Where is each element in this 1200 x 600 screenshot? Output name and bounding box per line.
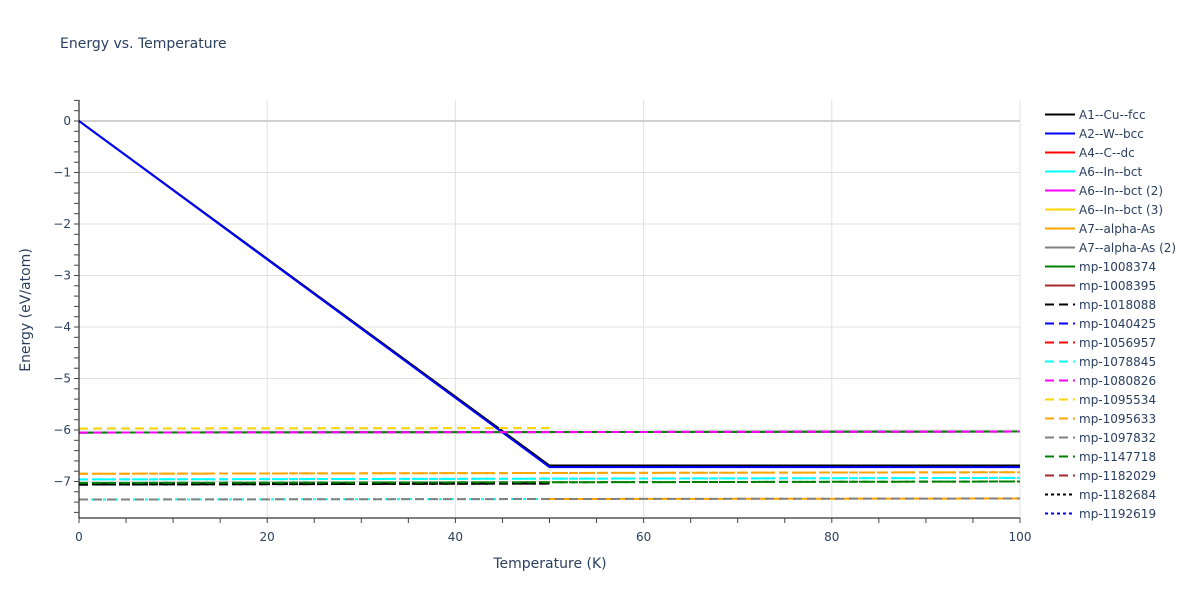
legend-line-icon <box>1045 227 1075 230</box>
legend-line-icon <box>1045 303 1075 306</box>
legend-line-icon <box>1045 455 1075 458</box>
legend-item[interactable]: A6--In--bct (3) <box>1043 200 1176 219</box>
y-tick-label: −4 <box>53 320 71 334</box>
legend-item[interactable]: mp-1095534 <box>1043 390 1176 409</box>
chart-title: Energy vs. Temperature <box>60 36 227 52</box>
legend-line-icon <box>1045 360 1075 363</box>
legend-item[interactable]: mp-1078845 <box>1043 352 1176 371</box>
legend-item[interactable]: mp-1192619 <box>1043 504 1176 523</box>
legend-label: mp-1008374 <box>1079 259 1157 274</box>
legend-item[interactable]: mp-1008395 <box>1043 276 1176 295</box>
legend-label: mp-1008395 <box>1079 278 1157 293</box>
legend-label: mp-1095633 <box>1079 411 1157 426</box>
legend-label: mp-1147718 <box>1079 449 1157 464</box>
legend-label: A6--In--bct <box>1079 164 1143 179</box>
legend-label: A7--alpha-As <box>1079 221 1156 236</box>
legend-item[interactable]: mp-1008374 <box>1043 257 1176 276</box>
legend-line-icon <box>1045 151 1075 154</box>
legend-item[interactable]: mp-1040425 <box>1043 314 1176 333</box>
legend: A1--Cu--fcc A2--W--bcc A4--C--dc A6--In--bc… <box>1043 105 1176 523</box>
legend-label: A7--alpha-As (2) <box>1079 240 1177 255</box>
legend-item[interactable]: mp-1018088 <box>1043 295 1176 314</box>
legend-label: A6--In--bct (2) <box>1079 183 1164 198</box>
legend-line-icon <box>1045 436 1075 439</box>
legend-line-icon <box>1045 512 1075 515</box>
legend-line-icon <box>1045 132 1075 135</box>
y-tick-label: −2 <box>53 217 71 231</box>
y-tick-label: −1 <box>53 166 71 180</box>
x-tick-label: 20 <box>260 530 275 544</box>
x-tick-label: 0 <box>75 530 83 544</box>
legend-item[interactable]: A1--Cu--fcc <box>1043 105 1176 124</box>
y-axis-title: Energy (eV/atom) <box>18 248 34 372</box>
legend-line-icon <box>1045 284 1075 287</box>
legend-label: A2--W--bcc <box>1079 126 1144 141</box>
legend-label: mp-1018088 <box>1079 297 1157 312</box>
legend-line-icon <box>1045 379 1075 382</box>
legend-item[interactable]: mp-1182684 <box>1043 485 1176 504</box>
legend-label: mp-1192619 <box>1079 506 1157 521</box>
x-tick-label: 100 <box>1009 530 1032 544</box>
legend-line-icon <box>1045 493 1075 496</box>
legend-label: mp-1056957 <box>1079 335 1157 350</box>
axes: 0 20 40 60 80 100 0 −1 −2 −3 −4 −5 −6 −7 <box>53 99 1032 544</box>
legend-line-icon <box>1045 341 1075 344</box>
legend-label: mp-1182029 <box>1079 468 1157 483</box>
legend-item[interactable]: mp-1095633 <box>1043 409 1176 428</box>
x-axis-title: Temperature (K) <box>492 556 606 572</box>
y-tick-label: −3 <box>53 269 71 283</box>
legend-line-icon <box>1045 322 1075 325</box>
legend-line-icon <box>1045 417 1075 420</box>
legend-label: A6--In--bct (3) <box>1079 202 1164 217</box>
legend-label: mp-1078845 <box>1079 354 1157 369</box>
legend-item[interactable]: mp-1097832 <box>1043 428 1176 447</box>
legend-item[interactable]: A7--alpha-As <box>1043 219 1176 238</box>
legend-line-icon <box>1045 398 1075 401</box>
legend-item[interactable]: mp-1080826 <box>1043 371 1176 390</box>
legend-label: A1--Cu--fcc <box>1079 107 1146 122</box>
legend-item[interactable]: A6--In--bct (2) <box>1043 181 1176 200</box>
legend-line-icon <box>1045 246 1075 249</box>
legend-label: mp-1095534 <box>1079 392 1157 407</box>
x-tick-label: 80 <box>824 530 839 544</box>
legend-label: mp-1080826 <box>1079 373 1157 388</box>
legend-line-icon <box>1045 474 1075 477</box>
legend-label: mp-1040425 <box>1079 316 1157 331</box>
legend-item[interactable]: A7--alpha-As (2) <box>1043 238 1176 257</box>
data-traces <box>78 120 1021 501</box>
x-tick-label: 40 <box>448 530 463 544</box>
y-tick-label: −7 <box>53 475 71 489</box>
legend-label: mp-1182684 <box>1079 487 1157 502</box>
y-tick-label: −5 <box>53 372 71 386</box>
legend-line-icon <box>1045 265 1075 268</box>
legend-line-icon <box>1045 170 1075 173</box>
grid-lines <box>79 100 1021 518</box>
legend-item[interactable]: A2--W--bcc <box>1043 124 1176 143</box>
legend-item[interactable]: mp-1182029 <box>1043 466 1176 485</box>
legend-item[interactable]: A6--In--bct <box>1043 162 1176 181</box>
legend-label: A4--C--dc <box>1079 145 1135 160</box>
legend-line-icon <box>1045 113 1075 116</box>
y-tick-label: −6 <box>53 423 71 437</box>
y-tick-label: 0 <box>63 114 71 128</box>
legend-label: mp-1097832 <box>1079 430 1157 445</box>
x-tick-label: 60 <box>636 530 651 544</box>
legend-item[interactable]: mp-1147718 <box>1043 447 1176 466</box>
legend-item[interactable]: mp-1056957 <box>1043 333 1176 352</box>
legend-line-icon <box>1045 189 1075 192</box>
legend-item[interactable]: A4--C--dc <box>1043 143 1176 162</box>
legend-line-icon <box>1045 208 1075 211</box>
